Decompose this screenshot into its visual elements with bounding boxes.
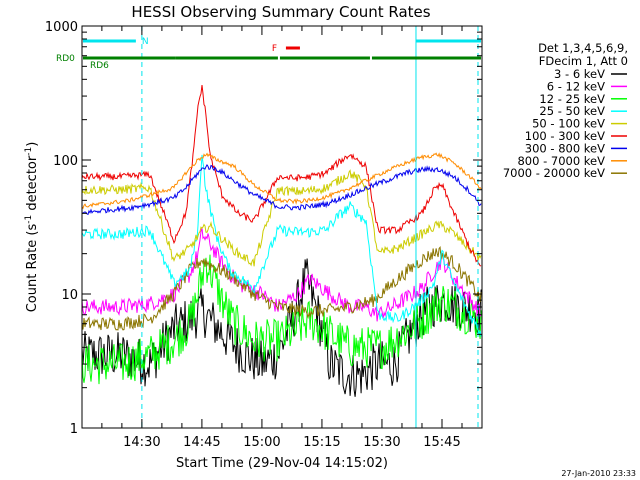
y-axis-label: Count Rate (s-1 detector-1) [24, 142, 40, 313]
y-tick-label: 100 [53, 154, 78, 169]
legend-header-line-2: FDecim 1, Att 0 [539, 54, 628, 68]
series-line-7 [82, 152, 482, 210]
legend-header-line-1: Det 1,3,4,5,6,9, [538, 41, 628, 55]
y-tick-label: 1000 [45, 20, 78, 35]
legend: Det 1,3,4,5,6,9, FDecim 1, Att 0 3 - 6 k… [503, 41, 628, 180]
legend-entry-label: 6 - 12 keV [547, 79, 605, 93]
series-line-4 [82, 169, 482, 267]
legend-entry-label: 12 - 25 keV [539, 92, 605, 106]
series-line-6 [82, 163, 482, 216]
series-line-3 [82, 154, 482, 337]
x-tick-label: 15:00 [243, 435, 280, 450]
flag-bars: N F RD0 RD6 [56, 37, 481, 71]
series-line-2 [82, 254, 482, 385]
series-line-8 [82, 245, 482, 331]
axis-ticks: 1 10 100 1000 14:30 14:45 15:00 15:15 15:30 15:45 [45, 20, 483, 450]
x-tick-label: 15:45 [423, 435, 460, 450]
chart-title: HESSI Observing Summary Count Rates [131, 3, 430, 21]
legend-entry-label: 800 - 7000 keV [517, 154, 605, 168]
legend-entry-label: 3 - 6 keV [554, 67, 605, 81]
x-tick-label: 15:15 [303, 435, 340, 450]
legend-entry-label: 25 - 50 keV [539, 104, 605, 118]
legend-entry-label: 300 - 800 keV [525, 141, 605, 155]
x-tick-label: 15:30 [363, 435, 400, 450]
y-tick-label: 1 [70, 422, 78, 437]
series-line-5 [82, 85, 482, 267]
x-axis-label: Start Time (29-Nov-04 14:15:02) [176, 456, 388, 471]
legend-entry-label: 7000 - 20000 keV [503, 166, 605, 180]
series-layer [82, 85, 482, 397]
footer-timestamp: 27-Jan-2010 23:33 [561, 469, 636, 478]
series-line-1 [82, 227, 482, 322]
y-tick-label: 10 [61, 288, 78, 303]
flag-label-rd0: RD0 [56, 54, 75, 64]
x-tick-label: 14:45 [183, 435, 220, 450]
attenuator-markers [141, 26, 479, 428]
flag-label-rd6: RD6 [90, 61, 109, 71]
x-tick-label: 14:30 [123, 435, 160, 450]
flag-label-n: N [142, 37, 149, 47]
legend-entry-label: 100 - 300 keV [525, 129, 605, 143]
legend-entry-label: 50 - 100 keV [532, 117, 605, 131]
flag-label-f: F [272, 44, 277, 54]
